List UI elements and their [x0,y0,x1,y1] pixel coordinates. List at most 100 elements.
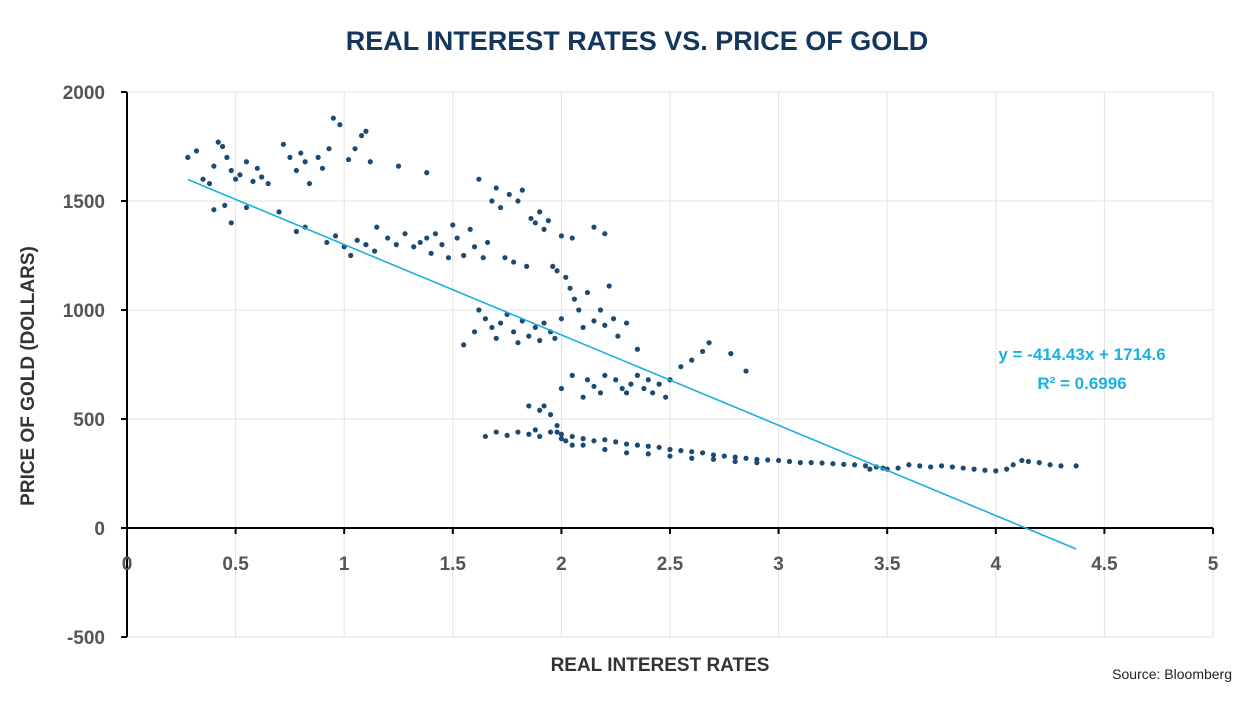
data-point [558,431,565,437]
data-point [547,412,554,418]
data-point [259,174,265,180]
data-point [315,154,321,160]
data-point [597,307,604,313]
x-axis-title: REAL INTEREST RATES [551,655,770,676]
data-point [602,446,608,453]
data-point [634,442,641,448]
data-point [841,461,847,467]
x-tick-label: 4.5 [1091,554,1118,575]
data-point [623,441,630,447]
data-point [580,436,586,442]
data-point [519,187,525,193]
data-point [550,263,556,269]
data-point [776,457,782,464]
data-point [445,255,452,261]
data-point [254,165,260,171]
data-point [493,335,499,341]
data-point [606,283,612,289]
data-point [454,235,460,241]
x-tick-label: 2 [556,554,567,575]
data-point [619,385,625,392]
data-point [895,465,901,471]
data-point [293,167,300,174]
data-point [424,235,430,241]
data-point [563,438,569,444]
y-tick-labels: 2000 1500 1000 500 0 -500 [63,83,105,649]
x-tick-label: 0.5 [222,554,249,575]
data-point [532,324,538,331]
y-tick-label: 1000 [63,301,105,322]
data-point [732,458,738,465]
data-point [372,248,378,254]
data-point [243,204,250,211]
data-point [489,324,495,331]
data-point [602,231,608,237]
data-point [524,263,530,269]
source-note: Source: Bloomberg [1112,666,1232,682]
data-point [830,461,836,467]
data-point [228,167,234,174]
gridlines [127,91,1214,638]
data-point [480,255,486,261]
data-point [526,333,532,339]
data-point [541,226,547,232]
data-point [917,463,923,469]
data-point [645,377,651,383]
data-point [552,335,558,341]
data-point [482,316,488,322]
y-tick-label: 2000 [63,83,105,104]
data-point [385,235,391,241]
data-point [450,222,456,228]
data-point [584,289,591,296]
data-point [439,242,445,248]
data-point [515,429,521,435]
data-point [623,320,630,326]
data-point [511,259,517,265]
data-point [506,191,512,198]
data-point [374,224,380,230]
data-point [960,465,966,471]
data-point [667,446,673,453]
data-point [411,244,417,250]
scatter-points [185,115,1079,474]
data-point [743,455,749,461]
data-point [567,285,573,291]
data-point [563,274,569,280]
data-point [200,176,206,182]
data-point [1025,458,1031,465]
data-point [710,452,717,458]
data-point [265,180,271,187]
data-point [743,368,749,374]
data-point [591,318,597,324]
chart-title: REAL INTEREST RATES VS. PRICE OF GOLD [346,26,929,56]
data-point [211,163,217,169]
x-tick-labels: 0 0.5 1 1.5 2 2.5 3 3.5 4 4.5 5 [122,554,1219,575]
data-point [663,394,669,400]
data-point [428,250,434,256]
data-point [689,449,695,455]
data-point [497,204,504,211]
data-point [993,468,999,474]
y-axis-title: PRICE OF GOLD (DOLLARS) [18,246,39,506]
data-point [1047,462,1053,468]
x-tick-label: 2.5 [657,554,684,575]
data-point [641,385,647,392]
data-point [233,176,239,182]
data-point [580,324,586,331]
trendline [187,178,1077,550]
data-point [602,437,608,443]
data-point [461,342,467,348]
data-point [656,381,662,387]
data-point [938,463,945,469]
data-point [302,159,308,165]
data-point [363,242,369,248]
data-point [949,464,955,470]
data-point [537,433,543,440]
data-point [484,239,491,246]
data-point [689,455,695,461]
data-point [287,154,293,160]
data-point [243,159,250,165]
data-point [591,383,597,389]
axes [121,91,1214,638]
